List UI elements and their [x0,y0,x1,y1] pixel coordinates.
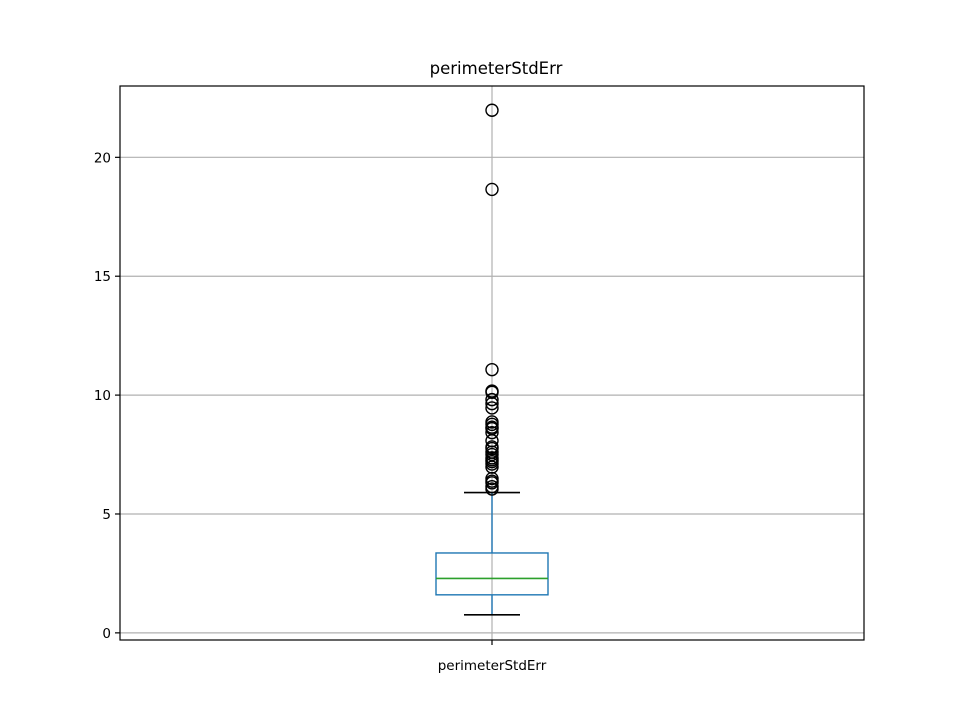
outlier-point [485,441,499,456]
outlier-point [485,362,499,377]
y-tick-label: 15 [94,269,111,285]
outlier-point [485,482,499,496]
chart-title: perimeterStdErr [430,59,563,78]
box-iqr [435,552,549,596]
y-tick-label: 20 [94,150,111,166]
outlier-point [485,396,499,411]
y-tick-label: 10 [94,388,111,404]
x-tick-label: perimeterStdErr [438,658,547,674]
outlier-point [485,476,499,490]
outlier-point [485,401,499,415]
plot-frame [119,85,865,641]
axes: 0 5 10 15 20 perimeterStdErr [94,150,547,674]
outlier-point [485,392,499,407]
y-tick-label: 0 [102,626,111,642]
outlier-point [485,182,499,197]
outlier-point [485,425,499,440]
outlier-point [485,103,499,117]
plot-marks [435,103,549,616]
y-tick-label: 5 [102,507,111,523]
outlier-point [485,457,499,471]
